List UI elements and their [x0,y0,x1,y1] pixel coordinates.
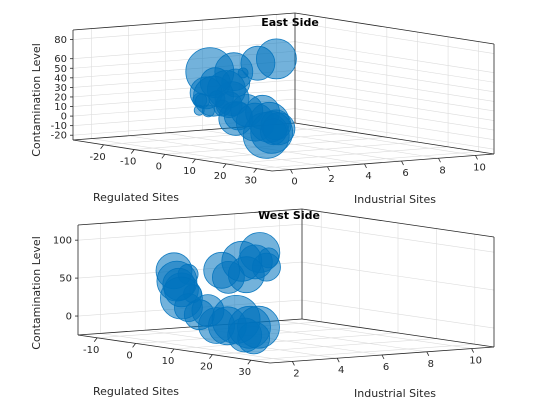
y-tick-label: 10 [162,356,175,367]
y-tick-label: -10 [83,345,99,356]
x-tick-label: 2 [293,368,299,379]
y-tick-label: -20 [89,152,105,163]
z-tick-label: 50 [59,274,72,285]
z-tick-label: 100 [53,236,72,247]
y-tick-label: 20 [200,362,213,373]
x-tick-label: 4 [338,365,344,376]
y-tick-label: 30 [244,176,257,187]
bubble-point [237,305,280,349]
axes-west-side: West Side Industrial Sites Regulated Sit… [30,208,495,400]
chart-title: West Side [258,209,320,222]
z-tick-label: 20 [54,92,67,103]
x-tick-label: 4 [365,171,371,182]
y-tick-label: -10 [120,157,136,168]
tick-labels: 0 2 4 6 8 10-20 -10 0 10 20 30-20-1001020304050608… [51,35,486,188]
y-tick-label: 30 [238,367,251,378]
x-tick-label: 10 [469,356,482,367]
bubble-series [185,38,297,159]
y-tick-label: 20 [214,171,227,182]
x-tick-label: 6 [383,362,389,373]
x-axis-label: Industrial Sites [354,387,436,400]
z-axis-label: Contamination Level [30,43,43,157]
z-tick-label: 80 [54,35,67,46]
chart-title: East Side [261,16,319,29]
y-axis-label: Regulated Sites [93,385,179,398]
bubble-point [192,92,208,108]
axes-box [72,12,495,172]
z-tick-label: -20 [51,131,67,142]
z-tick-label: 50 [54,64,67,75]
z-tick-label: 60 [54,54,67,65]
x-tick-label: 8 [428,359,434,370]
z-tick-label: 0 [61,112,67,123]
z-tick-label: 40 [54,73,67,84]
grid [77,210,495,362]
axes-east-side: East Side Industrial Sites Regulated Sit… [30,12,495,206]
z-tick-label: 0 [66,312,72,323]
z-tick-label: 30 [54,83,67,94]
bubble-point [203,251,241,289]
y-axis-label: Regulated Sites [93,191,179,204]
y-tick-label: 0 [126,350,132,361]
z-axis-label: Contamination Level [30,236,43,350]
y-tick-label: 10 [183,166,196,177]
z-tick-label: 10 [54,102,67,113]
z-tick-label: -10 [51,121,67,132]
x-tick-label: 0 [291,177,297,188]
bubble-series [155,232,281,355]
tick-labels: 2 4 6 8 10 -10 0 10 20 30 0 50 100 [53,236,482,380]
x-tick-label: 10 [473,162,486,173]
x-tick-label: 8 [439,165,445,176]
x-tick-label: 2 [328,174,334,185]
bubble-point [201,104,215,118]
axes-box [77,208,495,364]
x-tick-label: 6 [402,168,408,179]
bubble-point [262,112,296,146]
y-tick-label: 0 [156,161,162,172]
x-axis-label: Industrial Sites [354,193,436,206]
